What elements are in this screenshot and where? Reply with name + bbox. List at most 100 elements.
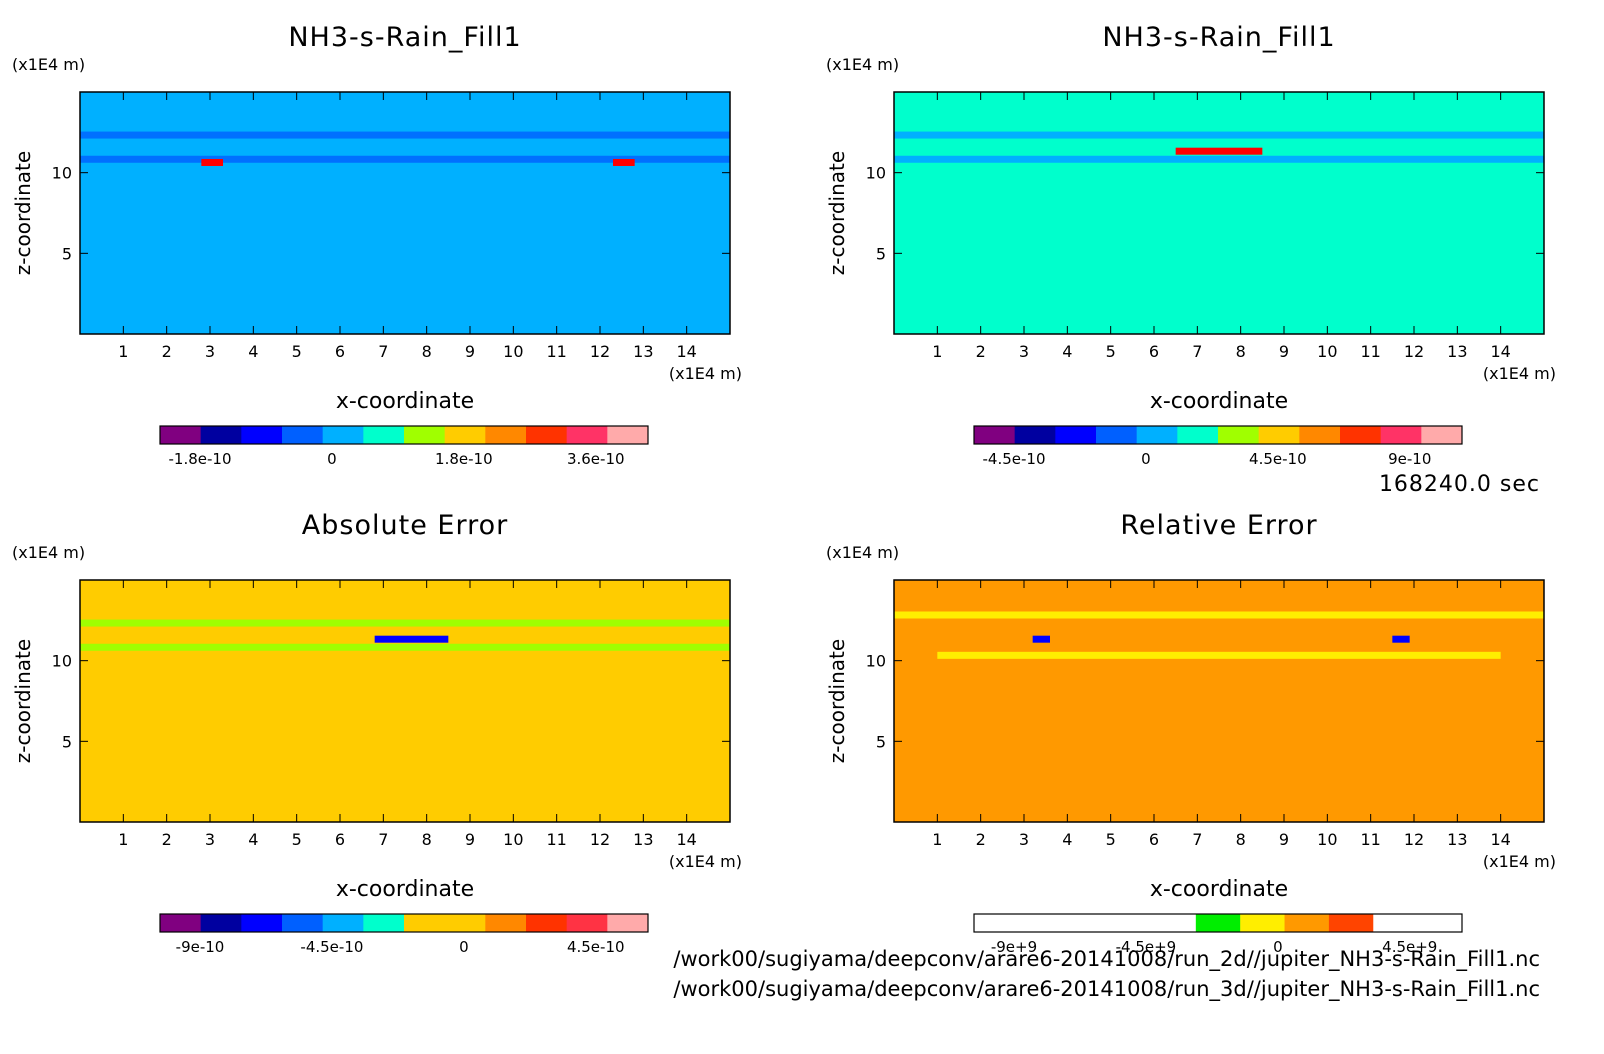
x-tick-label: 10 (1317, 830, 1337, 849)
field-background (894, 580, 1544, 822)
x-tick-label: 9 (1279, 342, 1289, 361)
x-tick-label: 3 (205, 830, 215, 849)
field-feature-1 (80, 619, 730, 627)
x-axis-label: x-coordinate (336, 389, 474, 414)
x-tick-label: 7 (378, 830, 388, 849)
x-unit-label: (x1E4 m) (669, 364, 742, 383)
colorbar-swatch (526, 426, 568, 444)
x-tick-label: 8 (422, 830, 432, 849)
x-tick-label: 11 (1360, 342, 1380, 361)
colorbar-tick-label: 3.6e-10 (567, 450, 625, 468)
x-tick-label: 6 (335, 830, 345, 849)
x-tick-label: 5 (1106, 342, 1116, 361)
colorbar-swatch (1177, 426, 1219, 444)
colorbar-swatch (1284, 914, 1330, 932)
x-tick-label: 11 (1360, 830, 1380, 849)
field-feature-2 (80, 643, 730, 651)
colorbar-swatch (1055, 426, 1097, 444)
colorbar-tick-label: 0 (1273, 938, 1283, 956)
colorbar-swatch (1340, 426, 1382, 444)
colorbar-swatch (363, 426, 405, 444)
colorbar-swatch (1195, 914, 1241, 932)
x-tick-label: 1 (118, 342, 128, 361)
time-label: 168240.0 sec (1378, 472, 1540, 497)
colorbar-swatch (607, 914, 649, 932)
colorbar-tick-label: -4.5e+9 (1116, 938, 1177, 956)
x-axis-label: x-coordinate (1150, 877, 1288, 902)
field-background (894, 92, 1544, 334)
colorbar-swatch (322, 914, 364, 932)
x-axis-label: x-coordinate (336, 877, 474, 902)
chart-panel-1: NH3-s-Rain_Fill1(x1E4 m)1 2 3 4 5 6 7 8 9 10 11 12 1… (11, 22, 742, 468)
colorbar-swatch (363, 914, 405, 932)
x-tick-label: 8 (1236, 342, 1246, 361)
chart-panel-4: Relative Error(x1E4 m)1 2 3 4 5 6 7 8 9 10 11 12 13 1… (825, 510, 1556, 956)
colorbar-tick-label: -9e-10 (176, 938, 225, 956)
colorbar-swatch (282, 914, 324, 932)
colorbar-swatch (444, 426, 486, 444)
colorbar-swatch (974, 914, 1019, 932)
colorbar-swatch (200, 426, 242, 444)
x-tick-label: 4 (1062, 342, 1072, 361)
y-tick-label: 5 (876, 732, 886, 751)
y-tick-label: 10 (866, 164, 886, 183)
y-unit-label: (x1E4 m) (12, 55, 85, 74)
x-tick-label: 2 (976, 342, 986, 361)
chart-panel-3: Absolute Error(x1E4 m)1 2 3 4 5 6 7 8 9 10 11 12 13 1… (11, 510, 742, 956)
x-tick-label: 5 (292, 830, 302, 849)
x-tick-label: 13 (1447, 830, 1467, 849)
field-feature-1 (80, 131, 730, 139)
x-tick-label: 14 (1490, 342, 1510, 361)
plot-frame (79, 91, 731, 335)
field-feature-4 (613, 158, 635, 166)
x-tick-label: 12 (1404, 342, 1424, 361)
colorbar-swatch (1328, 914, 1374, 932)
colorbar-swatch (1018, 914, 1064, 932)
colorbar-swatch (485, 426, 527, 444)
colorbar-tick-label: -1.8e-10 (169, 450, 232, 468)
colorbar-swatch (241, 426, 283, 444)
colorbar-swatch (526, 914, 568, 932)
field-feature-3 (1175, 147, 1263, 155)
colorbar-frame (973, 913, 1463, 933)
colorbar-tick-label: 1.8e-10 (435, 450, 493, 468)
colorbar-swatch (160, 426, 202, 444)
colorbar-swatch (1240, 914, 1286, 932)
x-tick-label: 1 (932, 342, 942, 361)
field-background (80, 580, 730, 822)
chart-title: NH3-s-Rain_Fill1 (288, 22, 521, 53)
x-tick-label: 6 (1149, 342, 1159, 361)
colorbar-swatch (1299, 426, 1341, 444)
colorbar-frame (159, 913, 649, 933)
chart-title: NH3-s-Rain_Fill1 (1102, 22, 1335, 53)
y-tick-label: 10 (52, 652, 72, 671)
x-tick-label: 10 (1317, 342, 1337, 361)
x-tick-label: 12 (590, 830, 610, 849)
colorbar-swatch (1380, 426, 1422, 444)
y-tick-label: 5 (876, 244, 886, 263)
colorbar-swatch (1373, 914, 1419, 932)
x-tick-label: 9 (465, 830, 475, 849)
x-axis-label: x-coordinate (1150, 389, 1288, 414)
x-tick-label: 13 (1447, 342, 1467, 361)
y-tick-label: 10 (52, 164, 72, 183)
colorbar-swatch (444, 914, 486, 932)
colorbar-swatch (1151, 914, 1197, 932)
x-tick-label: 8 (1236, 830, 1246, 849)
x-tick-label: 7 (1192, 342, 1202, 361)
colorbar-swatch (1096, 426, 1138, 444)
colorbar-tick-label: 4.5e-10 (1249, 450, 1307, 468)
colorbar-tick-label: 9e-10 (1388, 450, 1431, 468)
chart-title: Absolute Error (302, 510, 508, 541)
x-tick-label: 5 (292, 342, 302, 361)
colorbar-swatch (200, 914, 242, 932)
colorbar-swatch (1417, 914, 1463, 932)
y-axis-label: z-coordinate (11, 639, 35, 763)
x-tick-label: 4 (1062, 830, 1072, 849)
y-axis-label: z-coordinate (825, 639, 849, 763)
field-feature-1 (894, 131, 1544, 139)
colorbar-swatch (566, 426, 608, 444)
colorbar-swatch (1258, 426, 1300, 444)
y-unit-label: (x1E4 m) (826, 543, 899, 562)
colorbar-tick-label: -4.5e-10 (983, 450, 1046, 468)
